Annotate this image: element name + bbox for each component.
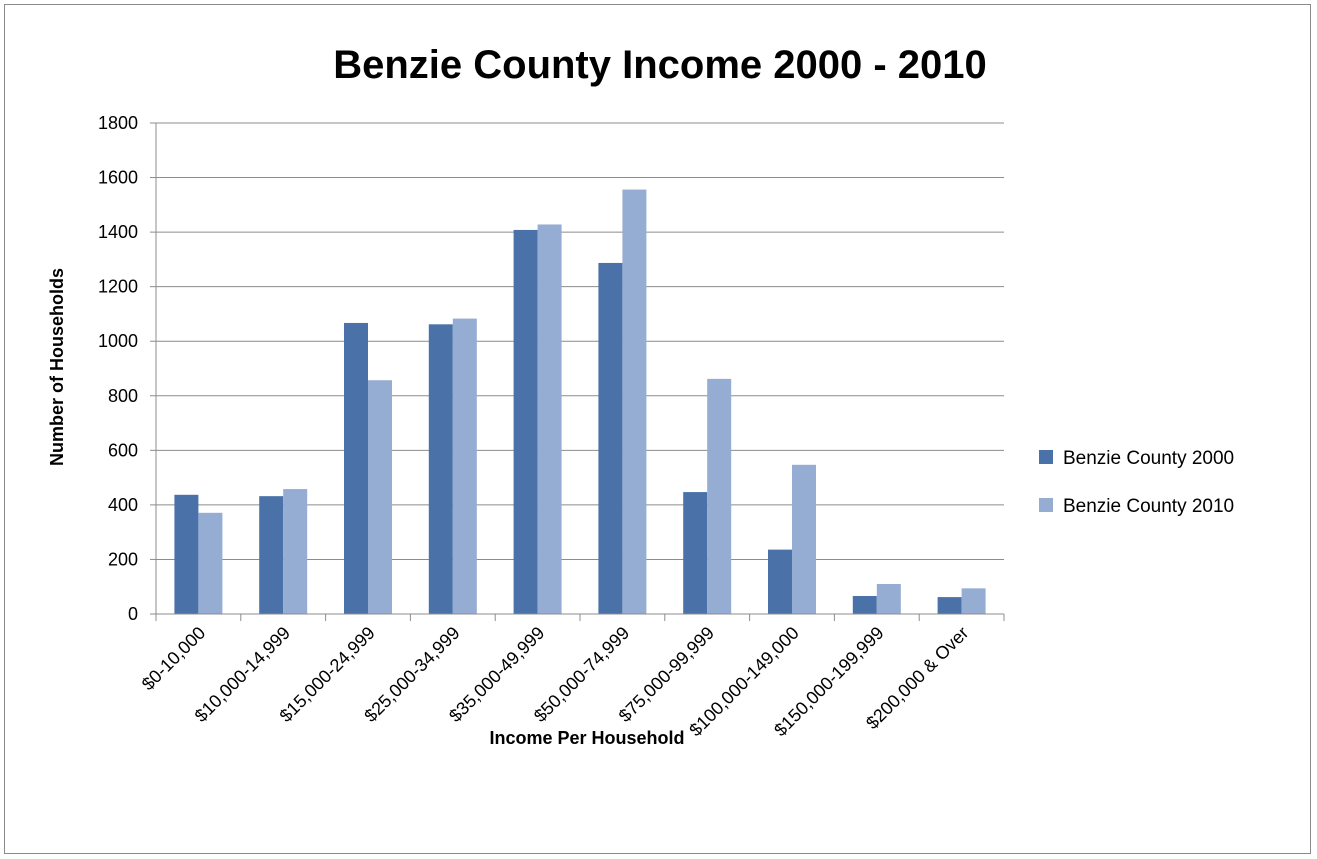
y-axis-title: Number of Households (47, 268, 67, 466)
legend-label: Benzie County 2000 (1063, 448, 1234, 469)
bar (537, 224, 562, 614)
y-tick-label: 1600 (98, 168, 138, 188)
y-tick-label: 1800 (98, 113, 138, 133)
chart-frame: Benzie County Income 2000 - 2010 0 200 400… (4, 4, 1311, 854)
legend-swatch (1039, 498, 1053, 512)
y-tick-label: 1400 (98, 222, 138, 242)
y-tick-labels: 0 200 400 600 800 1000 1200 1400 1600 1800 (98, 113, 138, 624)
bar (598, 262, 623, 614)
bar (344, 322, 368, 614)
bar (622, 189, 647, 614)
bar-chart: Benzie County Income 2000 - 2010 0 200 400… (47, 43, 1234, 748)
bar (368, 380, 392, 614)
y-tick-label: 400 (108, 495, 138, 515)
legend-swatch (1039, 450, 1053, 464)
bars (174, 189, 986, 614)
y-tick-label: 600 (108, 440, 138, 460)
bar (683, 492, 708, 614)
x-tick-label: $0-10,000 (138, 623, 209, 694)
bar (768, 549, 792, 614)
y-tick-label: 200 (108, 549, 138, 569)
bar (876, 583, 901, 614)
x-tick-labels: $0-10,000$10,000-14,999$15,000-24,999$25… (138, 623, 973, 740)
bar (428, 324, 453, 614)
bar (961, 588, 986, 614)
chart-title: Benzie County Income 2000 - 2010 (333, 43, 987, 87)
y-tick-label: 800 (108, 386, 138, 406)
legend-label: Benzie County 2010 (1063, 496, 1234, 517)
bar (792, 464, 816, 614)
legend: Benzie County 2000 Benzie County 2010 (1039, 448, 1234, 517)
axes (150, 122, 1005, 621)
bar (452, 318, 477, 614)
bar (259, 496, 284, 614)
bar (198, 512, 223, 614)
bar (852, 595, 877, 614)
bar (707, 378, 732, 614)
y-tick-label: 1000 (98, 331, 138, 351)
x-axis-title: Income Per Household (489, 728, 684, 748)
bar (283, 489, 308, 614)
bar (174, 494, 199, 614)
bar (513, 229, 538, 614)
bar (937, 597, 962, 614)
y-tick-label: 0 (128, 604, 138, 624)
y-tick-label: 1200 (98, 277, 138, 297)
